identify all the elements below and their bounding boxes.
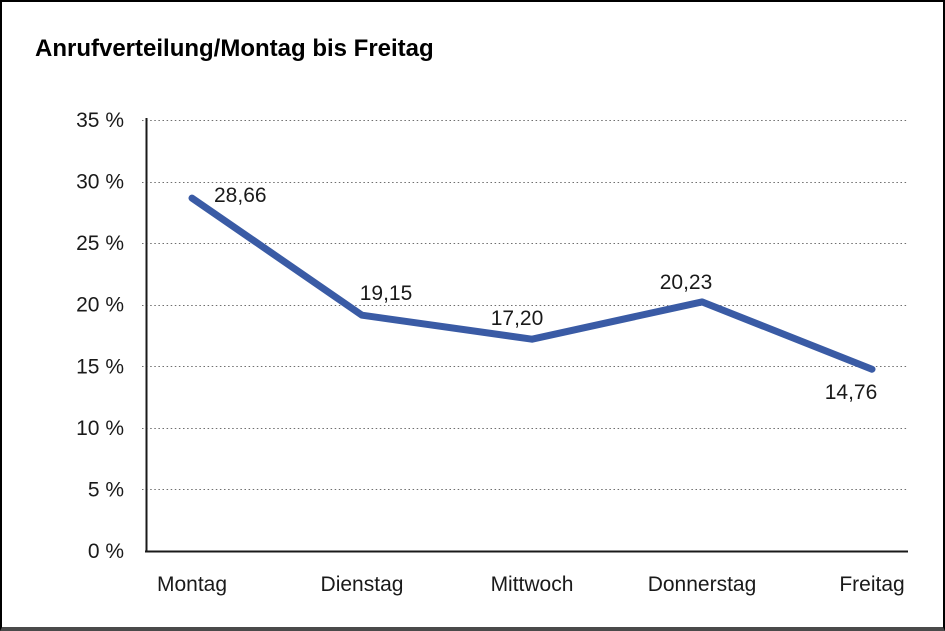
- x-category-label: Mittwoch: [491, 573, 574, 596]
- data-line: [188, 194, 876, 373]
- y-tick-label: 30 %: [76, 171, 124, 194]
- x-category-label: Freitag: [839, 573, 904, 596]
- y-tick-label: 25 %: [76, 232, 124, 255]
- y-tick-label: 10 %: [76, 417, 124, 440]
- y-tick-label: 5 %: [88, 478, 124, 501]
- x-category-label: Montag: [157, 573, 227, 596]
- x-category-label: Donnerstag: [648, 573, 757, 596]
- point-label: 20,23: [660, 271, 713, 294]
- y-tick-label: 0 %: [88, 540, 124, 563]
- y-tick-label: 20 %: [76, 294, 124, 317]
- point-label: 28,66: [214, 184, 267, 207]
- point-label: 19,15: [360, 282, 413, 305]
- point-label: 14,76: [825, 381, 878, 404]
- x-category-label: Dienstag: [321, 573, 404, 596]
- y-tick-label: 15 %: [76, 355, 124, 378]
- y-tick-label: 35 %: [76, 109, 124, 132]
- chart-title: Anrufverteilung/Montag bis Freitag: [35, 35, 434, 62]
- point-label: 17,20: [491, 307, 544, 330]
